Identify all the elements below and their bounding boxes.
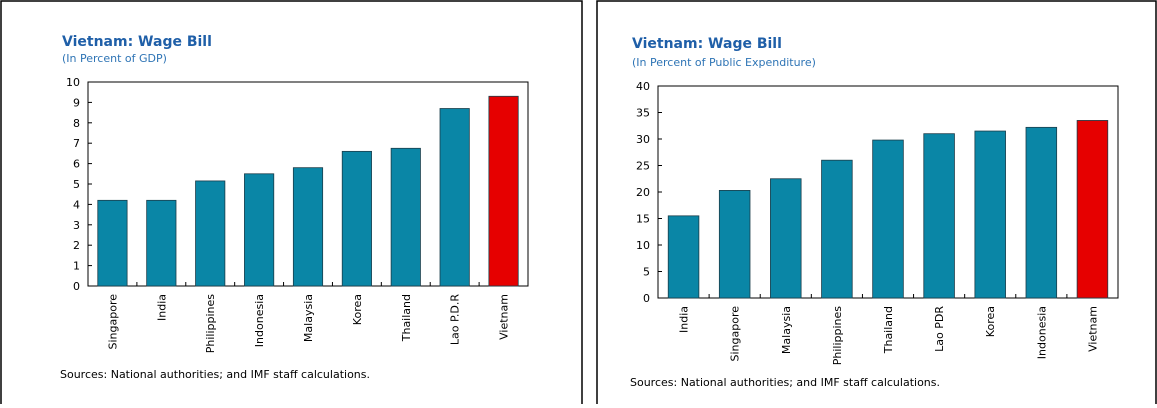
bar xyxy=(1076,120,1109,299)
panel-frame xyxy=(596,0,1157,404)
bar xyxy=(667,215,700,299)
x-tick-label: Malaysia xyxy=(302,294,315,342)
x-tick-label: Vietnam xyxy=(1086,306,1099,352)
y-tick-label: 1 xyxy=(73,260,80,273)
y-tick-label: 6 xyxy=(73,158,80,171)
bar xyxy=(195,180,226,287)
x-tick-label: Philippines xyxy=(831,306,844,366)
y-tick-label: 4 xyxy=(73,198,80,211)
y-tick-label: 5 xyxy=(643,266,650,279)
bar xyxy=(718,190,751,299)
bar xyxy=(341,150,372,287)
x-tick-label: Vietnam xyxy=(498,294,511,340)
bar xyxy=(244,173,275,287)
y-tick-label: 0 xyxy=(643,292,650,305)
x-tick-label: India xyxy=(155,294,168,321)
bar xyxy=(292,167,324,287)
y-tick-label: 35 xyxy=(636,107,650,120)
bar xyxy=(390,147,421,287)
bar xyxy=(97,199,128,287)
bar xyxy=(974,130,1006,299)
bar xyxy=(146,199,177,287)
y-tick-label: 3 xyxy=(73,219,80,232)
x-tick-label: Singapore xyxy=(106,294,119,350)
y-tick-label: 30 xyxy=(636,133,650,146)
y-tick-label: 10 xyxy=(66,76,80,89)
y-tick-label: 2 xyxy=(73,239,80,252)
x-tick-label: India xyxy=(678,306,691,333)
bar xyxy=(770,178,802,299)
chart-title: Vietnam: Wage Bill xyxy=(632,36,782,52)
bar xyxy=(821,159,853,299)
x-tick-label: Philippines xyxy=(204,294,217,354)
x-tick-label: Indonesia xyxy=(253,294,266,347)
y-tick-label: 20 xyxy=(636,186,650,199)
chart-subtitle: (In Percent of Public Expenditure) xyxy=(632,56,816,69)
y-tick-label: 15 xyxy=(636,213,650,226)
bar xyxy=(1025,126,1058,299)
x-tick-label: Lao P.D.R xyxy=(449,294,462,345)
y-tick-label: 10 xyxy=(636,239,650,252)
x-tick-label: Korea xyxy=(351,294,364,325)
chart-title: Vietnam: Wage Bill xyxy=(62,34,212,50)
y-tick-label: 25 xyxy=(636,160,650,173)
bar xyxy=(872,139,904,299)
y-tick-label: 5 xyxy=(73,178,80,191)
bar xyxy=(923,133,955,299)
y-tick-label: 7 xyxy=(73,137,80,150)
x-tick-label: Thailand xyxy=(882,306,895,354)
chart-subtitle: (In Percent of GDP) xyxy=(62,52,167,65)
bar xyxy=(439,108,470,287)
source-note: Sources: National authorities; and IMF s… xyxy=(60,368,370,381)
x-tick-label: Indonesia xyxy=(1035,306,1048,359)
bar xyxy=(488,95,519,287)
y-tick-label: 0 xyxy=(73,280,80,293)
x-tick-label: Korea xyxy=(984,306,997,337)
y-tick-label: 9 xyxy=(73,96,80,109)
y-tick-label: 8 xyxy=(73,117,80,130)
y-tick-label: 40 xyxy=(636,80,650,93)
panel-frame xyxy=(0,0,583,404)
x-tick-label: Malaysia xyxy=(780,306,793,354)
x-tick-label: Thailand xyxy=(400,294,413,342)
x-tick-label: Lao PDR xyxy=(933,306,946,352)
x-tick-label: Singapore xyxy=(729,306,742,362)
source-note: Sources: National authorities; and IMF s… xyxy=(630,376,940,389)
